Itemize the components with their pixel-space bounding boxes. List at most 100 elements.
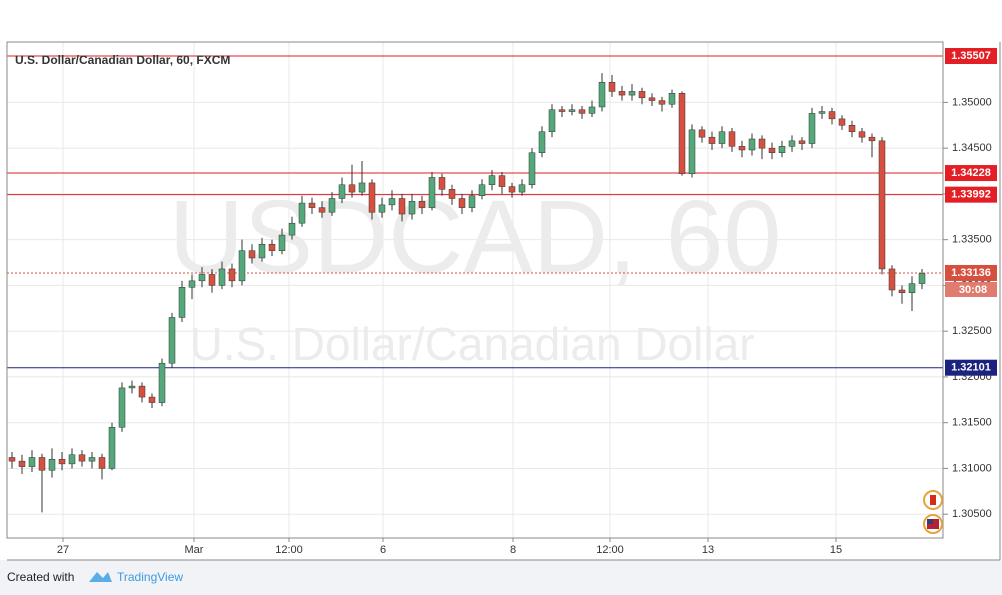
x-tick-label: Mar	[185, 544, 204, 556]
chart-title: U.S. Dollar/Canadian Dollar, 60, FXCM	[15, 53, 230, 67]
candle-body	[38, 457, 46, 471]
countdown-label: 30:08	[959, 284, 987, 296]
tradingview-logo[interactable]	[89, 572, 112, 582]
candle-body	[768, 147, 776, 153]
candle-body	[568, 109, 576, 112]
candle-body	[8, 457, 16, 462]
candle-body	[498, 175, 506, 187]
level-label: 1.35507	[951, 50, 991, 62]
candle-body	[648, 97, 656, 101]
candle-body	[328, 198, 336, 213]
y-tick-label: 1.30500	[952, 508, 992, 520]
candle-body	[428, 177, 436, 208]
candle-body	[188, 280, 196, 288]
candle-body	[548, 109, 556, 132]
candle-body	[918, 273, 926, 284]
candle-body	[108, 427, 116, 469]
flag-usd-canton	[927, 519, 933, 524]
candle-body	[278, 234, 286, 251]
candle-body	[58, 459, 66, 465]
candle-body	[628, 91, 636, 96]
candle-body	[268, 243, 276, 251]
x-tick-label: 13	[702, 544, 714, 556]
plot-frame	[6, 41, 944, 539]
candle-body	[218, 268, 226, 286]
candle-body	[728, 131, 736, 147]
last-price-label: 1.33136	[951, 267, 991, 279]
candle-body	[178, 287, 186, 318]
countdown-tag	[945, 281, 997, 297]
candle-body	[458, 198, 466, 208]
y-tick-label: 1.32500	[952, 325, 992, 337]
candle-body	[528, 152, 536, 186]
candle-body	[128, 385, 136, 389]
candle-body	[248, 250, 256, 259]
candle-body	[338, 184, 346, 199]
candle-body	[908, 283, 916, 293]
candle-body	[238, 250, 246, 282]
candle-body	[418, 200, 426, 208]
flag-icons	[923, 490, 943, 534]
candle-body	[198, 274, 206, 282]
level-tag	[945, 48, 997, 65]
candle-body	[618, 91, 626, 96]
candle-body	[138, 385, 146, 398]
candle-body	[388, 198, 396, 206]
candles	[8, 73, 926, 513]
candle-body	[298, 202, 306, 224]
candle-body	[378, 204, 386, 213]
candle-body	[478, 184, 486, 196]
candle-body	[718, 131, 726, 144]
candle-body	[888, 268, 896, 291]
candle-body	[98, 457, 106, 469]
level-label: 1.32101	[951, 362, 991, 374]
candle-body	[318, 207, 326, 213]
candle-body	[208, 274, 216, 286]
candle-body	[468, 195, 476, 208]
watermark-subtitle: U.S. Dollar/Canadian Dollar	[189, 318, 754, 370]
candle-body	[448, 189, 456, 199]
candle-body	[368, 182, 376, 213]
candle-body	[258, 243, 266, 259]
candle-body	[308, 202, 316, 208]
candle-body	[738, 146, 746, 151]
candle-body	[848, 125, 856, 132]
last-price-tag	[945, 264, 997, 281]
candle-body	[868, 136, 876, 142]
candle-body	[158, 362, 166, 403]
candle-body	[78, 454, 86, 462]
level-label: 1.33992	[951, 189, 991, 201]
candle-body	[818, 111, 826, 114]
candle-body	[518, 184, 526, 193]
candle-body	[228, 268, 236, 282]
tradingview-icon[interactable]	[89, 572, 112, 582]
candle-body	[488, 175, 496, 186]
candle-body	[118, 387, 126, 428]
candle-body	[798, 140, 806, 144]
footer-brand[interactable]: TradingView	[117, 570, 183, 584]
candle-body	[698, 129, 706, 138]
x-tick-label: 8	[510, 544, 516, 556]
candle-body	[898, 289, 906, 293]
candle-body	[808, 113, 816, 144]
candle-body	[438, 177, 446, 190]
x-tick-label: 27	[57, 544, 69, 556]
candle-body	[48, 459, 56, 471]
x-tick-label: 6	[380, 544, 386, 556]
x-tick-label: 12:00	[275, 544, 303, 556]
level-tag	[945, 165, 997, 182]
y-tick-label: 1.35000	[952, 96, 992, 108]
x-tick-label: 15	[830, 544, 842, 556]
candle-body	[608, 82, 616, 92]
y-tick-label: 1.31000	[952, 462, 992, 474]
candle-body	[638, 91, 646, 99]
footer-prefix: Created with	[7, 570, 74, 584]
candle-body	[18, 460, 26, 467]
flag-cad-leaf	[930, 495, 936, 505]
candle-body	[828, 111, 836, 120]
candle-body	[878, 140, 886, 270]
candle-body	[398, 198, 406, 215]
candle-body	[688, 129, 696, 175]
candle-body	[578, 109, 586, 114]
